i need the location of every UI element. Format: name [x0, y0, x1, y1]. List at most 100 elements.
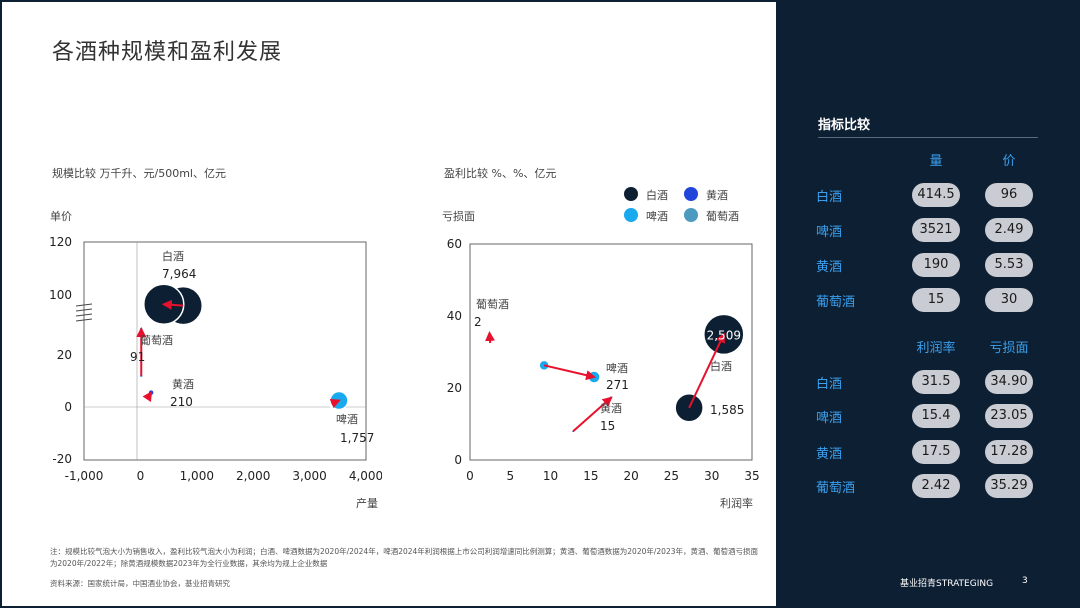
profit-chart-x-ticks: 0 5 10 15 20 25 30 35: [466, 469, 759, 483]
x-tick-label: 30: [704, 469, 719, 483]
row7-margin: 17.5: [912, 440, 960, 464]
legend-label-putaojiu: 葡萄酒: [706, 210, 739, 223]
legend-marker-huangjiu: [684, 187, 698, 201]
x-tick-label: 10: [543, 469, 558, 483]
series-name-label: 白酒: [710, 359, 732, 373]
x-tick-label: 1,000: [180, 469, 214, 483]
sidebar-title: 指标比较: [818, 118, 871, 133]
right-chart-xlabel: 利润率: [720, 497, 753, 510]
x-tick-label: 5: [506, 469, 514, 483]
row5-loss: 34.90: [985, 370, 1033, 394]
row1-price: 96: [985, 183, 1033, 207]
row2-price: 2.49: [985, 218, 1033, 242]
left-chart-subtitle: 规模比较 万千升、元/500ml、亿元: [52, 167, 226, 180]
sidebar: 指标比较 量 价 白酒 414.5 96 啤酒 3521 2.49 黄酒 190…: [776, 0, 1080, 608]
bubble-value-label: 91: [130, 350, 145, 364]
scale-chart-marks: [136, 283, 349, 411]
row3-volume: 190: [912, 253, 960, 277]
right-chart-ylabel: 亏损面: [442, 210, 475, 223]
bubble-value-label: 2: [474, 315, 482, 329]
series-name-label: 黄酒: [172, 377, 194, 391]
bubble-value-label: 210: [170, 395, 193, 409]
scale-chart: -1,000 0 1,000 2,000 3,000 4,000 -20 0 20 100 120…: [49, 235, 382, 483]
page-title: 各酒种规模和盈利发展: [52, 40, 283, 65]
row1-label: 白酒: [816, 190, 843, 205]
x-tick-label: 20: [624, 469, 639, 483]
series-name-label: 啤酒: [606, 361, 628, 375]
y-tick-label: 120: [49, 235, 72, 249]
legend-label-baijiu: 白酒: [646, 189, 668, 202]
header-profit-margin: 利润率: [916, 341, 956, 356]
y-tick-label: 20: [447, 381, 462, 395]
bubble-value-label: 7,964: [162, 267, 196, 281]
y-tick-label: 0: [64, 400, 72, 414]
row3-price: 5.53: [985, 253, 1033, 277]
y-tick-label: 20: [57, 348, 72, 362]
row4-volume: 15: [912, 288, 960, 312]
profit-chart-frame: [469, 243, 753, 461]
x-tick-label: 4,000: [349, 469, 382, 483]
sidebar-divider: [818, 137, 1038, 138]
legend-label-huangjiu: 黄酒: [706, 189, 728, 202]
y-tick-label: 0: [454, 453, 462, 467]
row6-loss: 23.05: [985, 404, 1033, 428]
y-tick-label: 60: [447, 237, 462, 251]
scale-chart-y-ticks: -20 0 20 100 120: [49, 235, 72, 466]
page-number: 3: [1022, 576, 1028, 586]
row5-label: 白酒: [816, 377, 843, 392]
bubble-value-label: 2,509: [707, 328, 741, 342]
x-tick-label: 0: [137, 469, 145, 483]
bubble-value-label: 271: [606, 378, 629, 392]
series-name-label: 葡萄酒: [140, 334, 173, 347]
scale-chart-labels: 白酒 7,964 啤酒 1,757 黄酒 210 葡萄酒 91: [130, 249, 374, 445]
change-arrow: [543, 364, 597, 381]
bubble-value-label: 15: [600, 419, 615, 433]
x-tick-label: 3,000: [292, 469, 326, 483]
row2-volume: 3521: [912, 218, 960, 242]
row2-label: 啤酒: [816, 225, 843, 240]
source-note: 资料来源：国家统计局，中国酒业协会，基业招青研究: [50, 579, 230, 588]
legend-markers: [624, 187, 698, 222]
row3-label: 黄酒: [816, 260, 843, 275]
row1-volume: 414.5: [912, 183, 960, 207]
row8-margin: 2.42: [912, 474, 960, 498]
right-chart-subtitle: 盈利比较 %、%、亿元: [444, 167, 557, 180]
profit-chart-labels: 白酒 1,585 2,509 啤酒 271 黄酒 15 葡萄酒 2: [474, 298, 744, 433]
row8-loss: 35.29: [985, 474, 1033, 498]
x-tick-label: 25: [664, 469, 679, 483]
profit-chart-marks: [485, 313, 745, 434]
header-volume: 量: [929, 154, 943, 169]
brand-name: 基业招青STRATEGING: [900, 579, 994, 589]
row6-margin: 15.4: [912, 404, 960, 428]
y-tick-label: 40: [447, 309, 462, 323]
legend-marker-baijiu: [624, 187, 638, 201]
x-tick-label: 35: [744, 469, 759, 483]
series-name-label: 白酒: [162, 249, 184, 263]
series-name-label: 啤酒: [336, 412, 358, 426]
main-panel: 各酒种规模和盈利发展 规模比较 万千升、元/500ml、亿元 单价 产量 盈利比…: [2, 2, 776, 606]
change-arrow: [688, 332, 725, 409]
left-chart-xlabel: 产量: [356, 497, 378, 510]
change-arrow: [485, 330, 496, 344]
header-price: 价: [1002, 154, 1016, 169]
change-arrow: [161, 299, 184, 310]
series-name-label: 葡萄酒: [476, 298, 509, 311]
row6-label: 啤酒: [816, 411, 843, 426]
row4-label: 葡萄酒: [816, 295, 856, 310]
scale-chart-frame: [83, 241, 367, 461]
row4-price: 30: [985, 288, 1033, 312]
row7-label: 黄酒: [816, 447, 843, 462]
x-tick-label: -1,000: [65, 469, 104, 483]
row8-label: 葡萄酒: [816, 481, 856, 496]
legend-label-pijiu: 啤酒: [646, 210, 668, 223]
row5-margin: 31.5: [912, 370, 960, 394]
legend-marker-putaojiu: [684, 208, 698, 222]
change-arrow: [142, 390, 153, 403]
left-chart-ylabel: 单价: [50, 210, 72, 223]
series-name-label: 黄酒: [600, 401, 622, 415]
x-tick-label: 2,000: [236, 469, 270, 483]
y-axis-break: [75, 303, 93, 322]
header-loss-ratio: 亏损面: [989, 341, 1029, 356]
y-tick-label: 100: [49, 288, 72, 302]
scale-chart-x-ticks: -1,000 0 1,000 2,000 3,000 4,000: [65, 469, 382, 483]
